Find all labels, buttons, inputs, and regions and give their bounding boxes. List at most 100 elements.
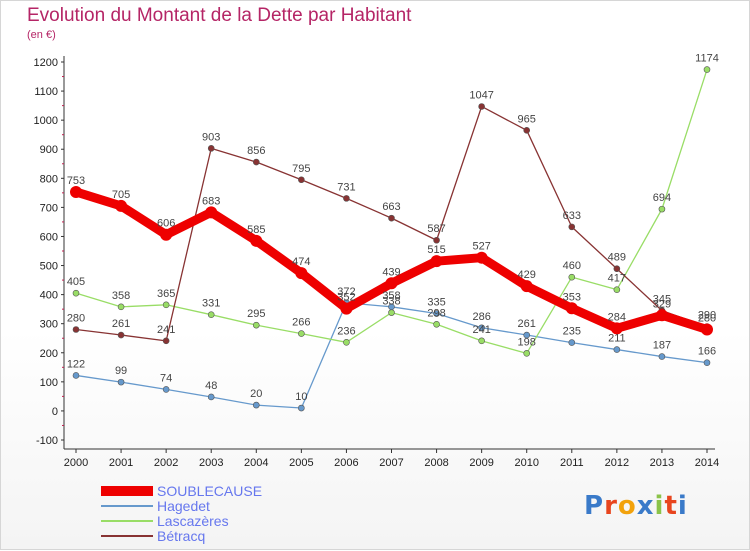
x-tick-label: 2009 [469, 457, 493, 469]
data-point [160, 228, 173, 241]
data-label: 290 [698, 310, 716, 322]
x-tick-label: 2011 [560, 457, 584, 469]
x-tick-label: 2001 [109, 457, 133, 469]
data-point [295, 267, 308, 280]
x-tick-label: 2000 [64, 457, 88, 469]
data-label: 266 [292, 317, 310, 329]
data-label: 122 [67, 358, 85, 370]
data-point [117, 303, 125, 311]
data-point [340, 302, 353, 315]
data-label: 515 [427, 244, 445, 256]
data-label: 683 [202, 195, 220, 207]
data-label: 345 [653, 294, 671, 306]
x-tick-label: 2007 [379, 457, 403, 469]
data-label: 527 [472, 241, 490, 253]
data-label: 74 [160, 372, 172, 384]
data-label: 286 [472, 311, 490, 323]
logo-letter: P [584, 491, 605, 521]
data-label: 439 [382, 266, 400, 278]
y-tick-label: 800 [40, 173, 58, 185]
data-label: 241 [157, 324, 175, 336]
data-label: 48 [205, 380, 217, 392]
legend-label-lascazeres: Lascazères [157, 512, 229, 529]
data-point [252, 401, 260, 409]
y-tick-label: 900 [40, 144, 58, 156]
x-tick-label: 2005 [289, 457, 313, 469]
data-point [658, 353, 666, 360]
x-tick-label: 2012 [605, 457, 629, 469]
data-label: 489 [608, 252, 626, 264]
data-point [162, 386, 170, 393]
y-tick-label: 700 [40, 202, 58, 214]
data-label: 405 [67, 276, 85, 288]
data-label: 198 [518, 336, 536, 348]
data-point [478, 337, 485, 345]
x-tick-label: 2006 [334, 457, 358, 469]
legend-item-hagedet: Hagedet [101, 498, 262, 513]
data-label: 694 [653, 192, 671, 204]
logo-letter: r [604, 491, 618, 521]
data-point [433, 310, 440, 317]
data-point [70, 185, 82, 198]
data-point [388, 309, 395, 316]
data-label: 460 [563, 260, 581, 272]
data-point [523, 331, 531, 339]
data-label: 99 [115, 365, 127, 377]
data-label: 352 [337, 292, 355, 304]
axes: -100 0 100 200 300 400 500 600 700 800 900 1000 1100… [34, 56, 719, 469]
x-tick-label: 2014 [695, 457, 719, 469]
legend-item-lascazeres: Lascazères [101, 513, 262, 528]
data-label: 166 [698, 346, 716, 358]
data-point [207, 393, 215, 401]
legend-swatch-hagedet [101, 504, 153, 507]
data-labels-layer: 753 705 606 683 585 474 352 439 515 527 429 353 284 3… [67, 53, 719, 403]
data-point [701, 323, 713, 336]
data-point [72, 289, 80, 297]
x-tick-label: 2004 [244, 457, 268, 469]
legend-swatch-betracq [101, 534, 153, 537]
legend: SOUBLECAUSE Hagedet Lascazères Bétracq [101, 483, 262, 543]
y-tick-label: -100 [36, 435, 58, 447]
data-point [568, 223, 576, 231]
data-point [478, 103, 485, 110]
data-label: 298 [427, 307, 445, 319]
y-tick-label: 1000 [34, 115, 58, 127]
data-label: 365 [157, 288, 175, 300]
data-label: 331 [202, 298, 220, 310]
data-label: 10 [295, 391, 307, 403]
series-layer [70, 66, 713, 412]
data-label: 663 [382, 201, 400, 213]
data-label: 284 [608, 311, 626, 323]
data-point [568, 339, 576, 346]
data-label: 795 [292, 163, 310, 175]
legend-label-soublecause: SOUBLECAUSE [157, 482, 263, 499]
proxiti-logo: Proxiti [584, 491, 688, 521]
data-label: 20 [250, 388, 262, 400]
y-tick-label: 100 [40, 377, 58, 389]
data-point [433, 320, 440, 328]
data-label: 429 [518, 269, 536, 281]
data-label: 1174 [695, 53, 719, 65]
y-tick-label: 1100 [34, 86, 58, 98]
data-point [478, 324, 485, 332]
x-tick-label: 2010 [514, 457, 538, 469]
data-point [72, 326, 80, 333]
data-point [115, 199, 128, 212]
data-point [252, 321, 260, 329]
x-tick-label: 2002 [154, 457, 178, 469]
data-label: 606 [157, 218, 175, 230]
data-label: 856 [247, 145, 265, 157]
data-point [298, 404, 305, 412]
logo-letter: o [617, 491, 637, 521]
y-tick-label: 500 [40, 261, 58, 273]
chart-title: Evolution du Montant de la Dette par Hab… [27, 5, 412, 26]
data-label: 235 [563, 326, 581, 338]
data-label: 261 [112, 318, 130, 330]
data-point [613, 265, 621, 273]
data-label: 903 [202, 131, 220, 143]
y-tick-label: 1200 [34, 57, 58, 69]
data-label: 372 [337, 286, 355, 298]
data-label: 280 [67, 313, 85, 325]
y-tick-label: 0 [52, 406, 58, 418]
